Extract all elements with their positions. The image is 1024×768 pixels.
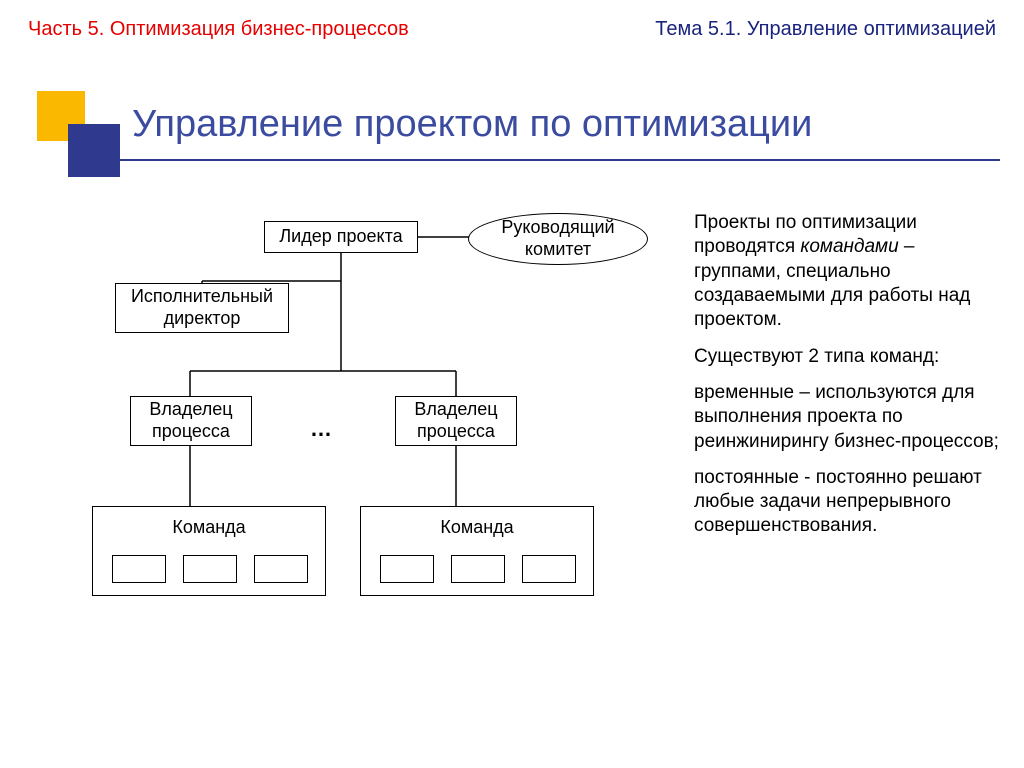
node-owner-2-label: Владелец процесса <box>404 399 508 442</box>
team-member-box <box>112 555 166 583</box>
diagram-connectors <box>0 211 680 751</box>
org-diagram: Лидер проекта Руководящий комитет Исполн… <box>0 211 680 751</box>
node-leader: Лидер проекта <box>264 221 418 253</box>
header-right: Тема 5.1. Управление оптимизацией <box>655 18 996 41</box>
node-committee: Руководящий комитет <box>468 213 648 265</box>
title-area: Управление проектом по оптимизации <box>0 91 1024 211</box>
title-underline <box>68 159 1000 161</box>
side-p2: Существуют 2 типа команд: <box>694 345 1004 369</box>
node-committee-label: Руководящий комитет <box>469 217 647 260</box>
team-member-box <box>183 555 237 583</box>
node-owner-1-label: Владелец процесса <box>139 399 243 442</box>
side-text: Проекты по оптимизации проводятся команд… <box>694 211 1004 551</box>
team-member-box <box>451 555 505 583</box>
node-director-label: Исполнительный директор <box>124 286 280 329</box>
side-p4: постоянные - постоянно решают любые зада… <box>694 466 1004 539</box>
team-member-box <box>522 555 576 583</box>
node-ellipsis: … <box>310 416 332 442</box>
side-p1-italic: командами <box>800 236 898 257</box>
team-member-box <box>254 555 308 583</box>
node-leader-label: Лидер проекта <box>279 226 402 248</box>
node-team-2-label: Команда <box>440 517 513 539</box>
page-title: Управление проектом по оптимизации <box>132 103 812 146</box>
header-left: Часть 5. Оптимизация бизнес-процессов <box>28 18 409 41</box>
content-area: Лидер проекта Руководящий комитет Исполн… <box>0 211 1024 761</box>
side-p1: Проекты по оптимизации проводятся команд… <box>694 211 1004 333</box>
node-owner-1: Владелец процесса <box>130 396 252 446</box>
team-member-box <box>380 555 434 583</box>
node-director: Исполнительный директор <box>115 283 289 333</box>
logo-square-blue <box>68 124 120 177</box>
node-owner-2: Владелец процесса <box>395 396 517 446</box>
node-team-1-label: Команда <box>172 517 245 539</box>
header-bar: Часть 5. Оптимизация бизнес-процессов Те… <box>0 0 1024 41</box>
side-p3: временные – используются для выполнения … <box>694 381 1004 454</box>
